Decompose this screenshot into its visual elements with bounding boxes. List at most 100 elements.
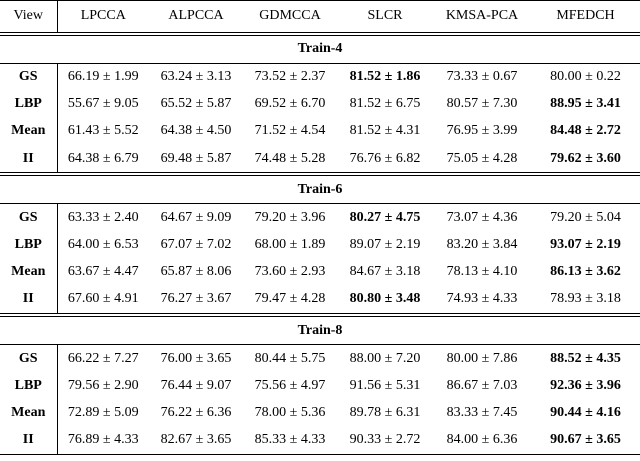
view-label: Mean [0, 117, 58, 146]
section-title: Train-4 [0, 31, 640, 64]
cell: 64.67 ± 9.09 [160, 209, 232, 225]
data-row: LBP 79.56 ± 2.90 76.44 ± 9.07 75.56 ± 4.97 9… [0, 372, 640, 400]
section-row: Train-8 [0, 313, 640, 345]
view-label: II [0, 145, 58, 175]
view-label: II [0, 285, 58, 315]
cell: 63.24 ± 3.13 [160, 69, 232, 85]
cell: 90.33 ± 2.72 [337, 426, 433, 455]
cell: 64.38 ± 6.79 [67, 150, 139, 166]
column-header: GDMCCA [243, 0, 337, 34]
cell: 76.22 ± 6.36 [160, 404, 232, 420]
cell: 76.27 ± 3.67 [160, 291, 232, 307]
cell: 84.00 ± 6.36 [433, 426, 531, 455]
cell: 78.00 ± 5.36 [254, 404, 326, 420]
cell: 73.52 ± 2.37 [254, 69, 326, 85]
cell: 80.00 ± 7.86 [446, 350, 518, 366]
cell: 63.67 ± 4.47 [67, 264, 139, 280]
column-header: LPCCA [57, 0, 149, 34]
section-row: Train-4 [0, 31, 640, 64]
view-label: II [0, 426, 58, 455]
cell: 88.00 ± 7.20 [349, 350, 421, 366]
cell: 68.00 ± 1.89 [254, 237, 326, 253]
data-row: II 64.38 ± 6.79 69.48 ± 5.87 74.48 ± 5.28 76… [0, 145, 640, 175]
cell: 64.38 ± 4.50 [160, 123, 232, 139]
cell: 79.62 ± 3.60 [550, 150, 621, 166]
cell: 74.48 ± 5.28 [254, 150, 326, 166]
cell: 89.07 ± 2.19 [349, 237, 421, 253]
section-row: Train-6 [0, 172, 640, 205]
cell: 75.56 ± 4.97 [254, 377, 326, 393]
cell: 79.47 ± 4.28 [254, 291, 326, 307]
cell: 93.07 ± 2.19 [550, 237, 621, 253]
cell: 83.20 ± 3.84 [446, 237, 518, 253]
cell: 86.67 ± 7.03 [446, 377, 518, 393]
cell: 80.27 ± 4.75 [349, 209, 421, 225]
view-label: GS [0, 344, 58, 373]
cell: 69.52 ± 6.70 [254, 96, 326, 112]
section-title: Train-6 [0, 172, 640, 205]
view-label: LBP [0, 90, 58, 118]
cell: 75.05 ± 4.28 [446, 150, 518, 166]
cell: 85.33 ± 4.33 [243, 426, 337, 455]
cell: 86.13 ± 3.62 [550, 264, 621, 280]
column-header: ALPCCA [149, 0, 243, 34]
view-label: LBP [0, 231, 58, 259]
view-label: Mean [0, 399, 58, 427]
cell: 63.33 ± 2.40 [67, 209, 139, 225]
cell: 80.44 ± 5.75 [254, 350, 326, 366]
cell: 84.48 ± 2.72 [550, 123, 621, 139]
view-label: GS [0, 63, 58, 91]
section-title: Train-8 [0, 313, 640, 345]
cell: 65.52 ± 5.87 [160, 96, 232, 112]
cell: 88.95 ± 3.41 [550, 96, 621, 112]
data-row: LBP 64.00 ± 6.53 67.07 ± 7.02 68.00 ± 1.89 8… [0, 231, 640, 259]
cell: 73.60 ± 2.93 [254, 264, 326, 280]
cell: 79.20 ± 5.04 [550, 209, 621, 225]
cell: 76.44 ± 9.07 [160, 377, 232, 393]
cell: 66.19 ± 1.99 [67, 69, 139, 85]
cell: 90.67 ± 3.65 [531, 426, 640, 455]
cell: 71.52 ± 4.54 [254, 123, 326, 139]
cell: 76.95 ± 3.99 [446, 123, 518, 139]
data-row: II 67.60 ± 4.91 76.27 ± 3.67 79.47 ± 4.28 80… [0, 285, 640, 315]
cell: 65.87 ± 8.06 [160, 264, 232, 280]
cell: 78.93 ± 3.18 [550, 291, 621, 307]
cell: 92.36 ± 3.96 [550, 377, 621, 393]
data-row: LBP 55.67 ± 9.05 65.52 ± 5.87 69.52 ± 6.70 8… [0, 90, 640, 118]
data-row: GS 63.33 ± 2.40 64.67 ± 9.09 79.20 ± 3.96 80… [0, 203, 640, 232]
cell: 76.00 ± 3.65 [160, 350, 232, 366]
view-label: Mean [0, 258, 58, 286]
column-header: View [0, 0, 58, 34]
cell: 80.80 ± 3.48 [349, 291, 421, 307]
cell: 55.67 ± 9.05 [67, 96, 139, 112]
column-header: MFEDCH [531, 0, 640, 34]
cell: 82.67 ± 3.65 [149, 426, 243, 455]
data-row: GS 66.22 ± 7.27 76.00 ± 3.65 80.44 ± 5.75 88… [0, 344, 640, 373]
cell: 74.93 ± 4.33 [446, 291, 518, 307]
cell: 72.89 ± 5.09 [67, 404, 139, 420]
cell: 90.44 ± 4.16 [550, 404, 621, 420]
data-row: Mean 63.67 ± 4.47 65.87 ± 8.06 73.60 ± 2.93… [0, 258, 640, 286]
cell: 79.56 ± 2.90 [67, 377, 139, 393]
table-header: View LPCCA ALPCCA GDMCCA SLCR KMSA-PCA MFEDCH [0, 0, 640, 34]
cell: 73.33 ± 0.67 [446, 69, 518, 85]
cell: 78.13 ± 4.10 [446, 264, 518, 280]
cell: 79.20 ± 3.96 [254, 209, 326, 225]
data-row: II 76.89 ± 4.33 82.67 ± 3.65 85.33 ± 4.33 90… [0, 426, 640, 455]
cell: 81.52 ± 6.75 [349, 96, 421, 112]
cell: 61.43 ± 5.52 [67, 123, 139, 139]
cell: 67.07 ± 7.02 [160, 237, 232, 253]
data-row: Mean 61.43 ± 5.52 64.38 ± 4.50 71.52 ± 4.54… [0, 117, 640, 146]
cell: 88.52 ± 4.35 [550, 350, 621, 366]
cell: 83.33 ± 7.45 [446, 404, 518, 420]
column-header: KMSA-PCA [433, 0, 531, 34]
column-header: SLCR [337, 0, 433, 34]
cell: 89.78 ± 6.31 [349, 404, 421, 420]
cell: 80.57 ± 7.30 [446, 96, 518, 112]
cell: 69.48 ± 5.87 [160, 150, 232, 166]
cell: 81.52 ± 4.31 [349, 123, 421, 139]
cell: 76.76 ± 6.82 [349, 150, 421, 166]
cell: 84.67 ± 3.18 [349, 264, 421, 280]
